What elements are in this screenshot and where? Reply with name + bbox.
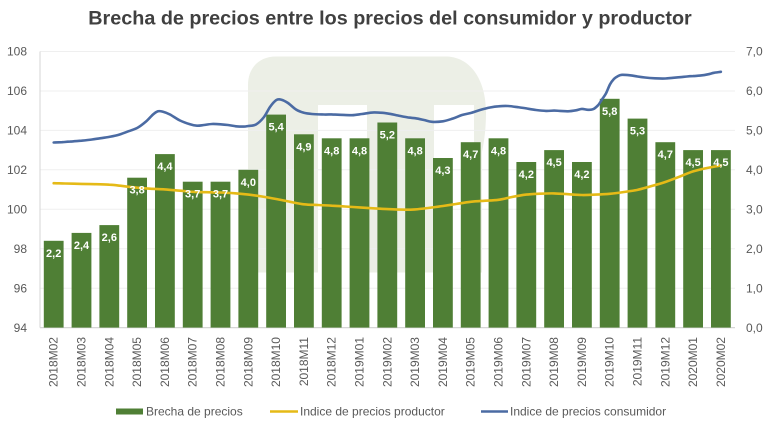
svg-text:2018M10: 2018M10: [269, 337, 283, 387]
svg-text:0,0: 0,0: [746, 321, 763, 335]
svg-text:4,0: 4,0: [241, 177, 256, 189]
svg-text:102: 102: [7, 163, 27, 177]
svg-text:2,6: 2,6: [102, 232, 117, 244]
svg-text:4,4: 4,4: [157, 161, 173, 173]
svg-text:2019M12: 2019M12: [658, 337, 672, 387]
svg-text:106: 106: [7, 84, 27, 98]
svg-text:100: 100: [7, 203, 27, 217]
svg-text:108: 108: [7, 45, 27, 59]
svg-text:2018M12: 2018M12: [325, 337, 339, 387]
svg-text:2,2: 2,2: [46, 248, 61, 260]
svg-text:5,4: 5,4: [268, 122, 284, 134]
svg-text:2019M04: 2019M04: [436, 337, 450, 387]
svg-text:2018M03: 2018M03: [75, 337, 89, 387]
svg-text:4,0: 4,0: [746, 163, 763, 177]
svg-text:2019M07: 2019M07: [519, 337, 533, 387]
svg-text:2019M06: 2019M06: [492, 337, 506, 387]
svg-text:2018M09: 2018M09: [241, 337, 255, 387]
svg-text:2019M03: 2019M03: [408, 337, 422, 387]
svg-text:5,8: 5,8: [602, 106, 617, 118]
svg-text:4,5: 4,5: [685, 157, 700, 169]
svg-text:98: 98: [14, 242, 28, 256]
svg-text:3,0: 3,0: [746, 203, 763, 217]
svg-text:2019M01: 2019M01: [353, 337, 367, 387]
svg-text:4,8: 4,8: [491, 145, 506, 157]
svg-text:2,0: 2,0: [746, 242, 763, 256]
svg-text:4,9: 4,9: [296, 141, 311, 153]
svg-text:2019M08: 2019M08: [547, 337, 561, 387]
svg-text:4,8: 4,8: [407, 145, 422, 157]
svg-text:104: 104: [7, 124, 27, 138]
svg-text:2018M05: 2018M05: [130, 337, 144, 387]
svg-text:4,5: 4,5: [546, 157, 561, 169]
svg-text:5,2: 5,2: [380, 130, 395, 142]
svg-text:2,4: 2,4: [74, 240, 90, 252]
svg-text:Brecha de precios entre los pr: Brecha de precios entre los precios del …: [88, 8, 692, 30]
svg-text:2019M05: 2019M05: [464, 337, 478, 387]
svg-text:2019M11: 2019M11: [631, 337, 645, 386]
svg-text:2018M06: 2018M06: [158, 337, 172, 387]
svg-text:Indice de precios productor: Indice de precios productor: [300, 405, 445, 419]
svg-text:4,7: 4,7: [658, 149, 673, 161]
svg-text:5,3: 5,3: [630, 126, 645, 138]
svg-text:3,7: 3,7: [185, 189, 200, 201]
svg-text:4,5: 4,5: [713, 157, 728, 169]
svg-text:94: 94: [14, 321, 28, 335]
svg-text:2020M02: 2020M02: [714, 337, 728, 387]
svg-text:2018M07: 2018M07: [186, 337, 200, 387]
svg-text:2019M09: 2019M09: [575, 337, 589, 387]
svg-text:2018M11: 2018M11: [297, 337, 311, 386]
svg-text:Indice de precios consumidor: Indice de precios consumidor: [510, 405, 666, 419]
svg-text:2019M02: 2019M02: [380, 337, 394, 387]
svg-text:4,7: 4,7: [463, 149, 478, 161]
svg-text:4,8: 4,8: [352, 145, 367, 157]
svg-text:3,8: 3,8: [129, 185, 144, 197]
svg-text:2019M10: 2019M10: [603, 337, 617, 387]
svg-text:4,2: 4,2: [519, 169, 534, 181]
svg-text:1,0: 1,0: [746, 281, 763, 295]
svg-text:Brecha de precios: Brecha de precios: [146, 405, 243, 419]
svg-text:4,2: 4,2: [574, 169, 589, 181]
svg-text:5,0: 5,0: [746, 124, 763, 138]
svg-text:6,0: 6,0: [746, 84, 763, 98]
svg-text:2018M04: 2018M04: [102, 337, 116, 387]
svg-text:3,7: 3,7: [213, 189, 228, 201]
svg-text:2018M02: 2018M02: [47, 337, 61, 387]
svg-text:4,8: 4,8: [324, 145, 339, 157]
svg-text:2020M01: 2020M01: [686, 337, 700, 387]
svg-text:7,0: 7,0: [746, 45, 763, 59]
svg-text:96: 96: [14, 281, 28, 295]
svg-text:2018M08: 2018M08: [214, 337, 228, 387]
svg-text:4,3: 4,3: [435, 165, 450, 177]
